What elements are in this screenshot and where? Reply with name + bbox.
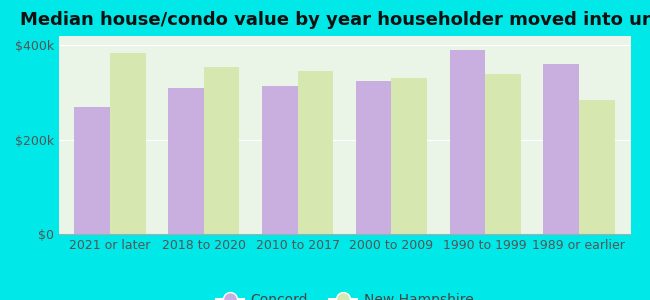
Bar <box>485 74 521 234</box>
Bar <box>450 50 485 234</box>
Bar <box>204 67 239 234</box>
Bar <box>75 107 110 234</box>
Title: Median house/condo value by year householder moved into unit: Median house/condo value by year househo… <box>20 11 650 29</box>
Bar <box>391 78 427 234</box>
Bar <box>168 88 204 234</box>
Legend: Concord, New Hampshire: Concord, New Hampshire <box>210 287 479 300</box>
Bar <box>579 100 614 234</box>
Bar <box>262 85 298 234</box>
Bar <box>543 64 579 234</box>
Bar <box>356 81 391 234</box>
Bar <box>298 71 333 234</box>
Bar <box>110 52 146 234</box>
